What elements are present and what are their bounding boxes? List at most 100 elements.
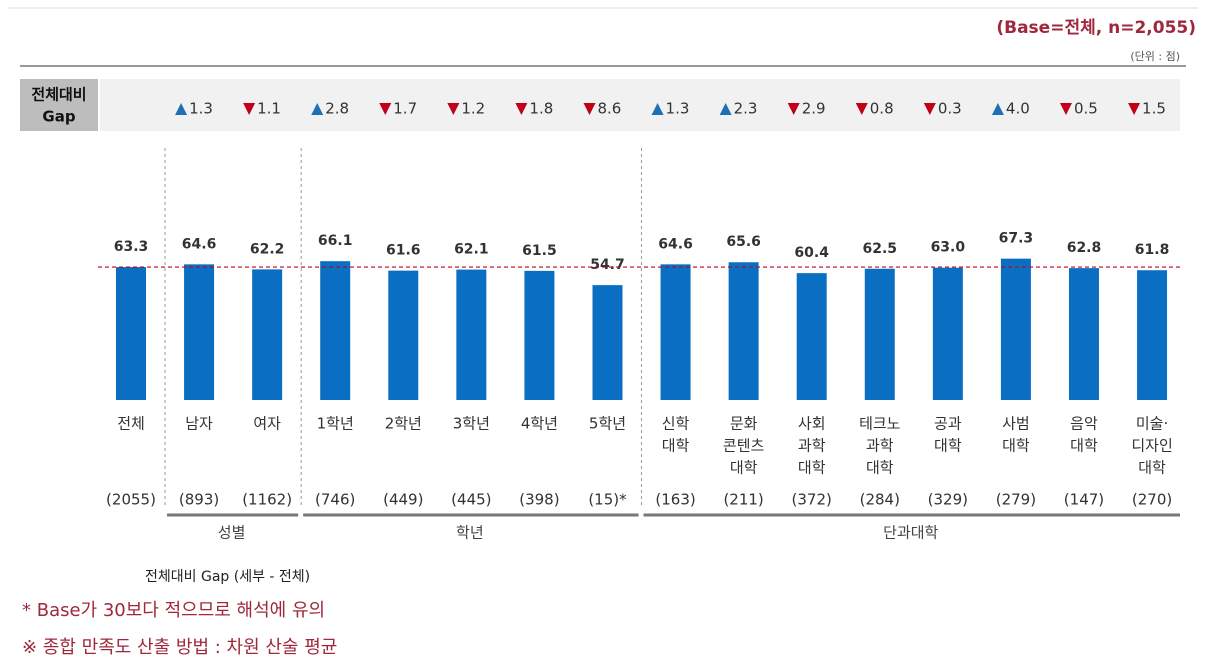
- gap-up-arrow: [651, 103, 664, 115]
- value-label: 67.3: [999, 231, 1034, 247]
- n-label: (893): [179, 491, 219, 509]
- x-tick-label: 대학: [1002, 437, 1030, 455]
- value-label: 61.8: [1135, 242, 1170, 258]
- gap-down-arrow: [583, 103, 596, 115]
- group-label: 성별: [218, 524, 246, 542]
- x-tick-label: 4학년: [521, 415, 558, 433]
- x-tick-label: 5학년: [589, 415, 626, 433]
- group-label: 학년: [456, 524, 484, 542]
- bar: [388, 270, 419, 400]
- gap-down-arrow: [1059, 103, 1072, 115]
- n-label: (1162): [242, 491, 292, 509]
- n-label: (2055): [106, 491, 156, 509]
- x-tick-label: 디자인: [1131, 437, 1172, 455]
- gap-label: 0.8: [870, 100, 894, 118]
- gap-down-arrow: [923, 103, 936, 115]
- x-tick-label: 1학년: [317, 415, 354, 433]
- n-label: (211): [723, 491, 763, 509]
- gap-label: 8.6: [597, 100, 621, 118]
- n-label: (746): [315, 491, 355, 509]
- value-label: 66.1: [318, 233, 353, 249]
- x-tick-label: 음악: [1070, 415, 1098, 433]
- value-label: 61.5: [522, 243, 557, 259]
- n-label: (372): [792, 491, 832, 509]
- value-label: 65.6: [726, 234, 761, 250]
- n-label: (147): [1064, 491, 1104, 509]
- gap-label: 0.3: [938, 100, 962, 118]
- bar: [456, 269, 487, 400]
- x-tick-label: 대학: [798, 459, 826, 477]
- value-label: 62.2: [250, 241, 285, 257]
- x-tick-label: 테크노: [859, 415, 901, 433]
- value-label: 54.7: [590, 257, 625, 273]
- bar: [728, 262, 759, 400]
- x-tick-label: 문화: [730, 415, 758, 433]
- gap-down-arrow: [243, 103, 256, 115]
- x-tick-label: 전체: [117, 415, 145, 433]
- bar: [1137, 270, 1168, 400]
- footnote: ※ 종합 만족도 산출 방법 : 차원 산술 평균: [22, 637, 337, 658]
- gap-up-arrow: [311, 103, 324, 115]
- n-label: (279): [996, 491, 1036, 509]
- gap-up-arrow: [991, 103, 1004, 115]
- gap-down-arrow: [379, 103, 392, 115]
- bar: [932, 267, 963, 400]
- group-label: 단과대학: [883, 524, 938, 542]
- value-label: 60.4: [794, 245, 829, 261]
- gap-label: 1.3: [666, 100, 690, 118]
- gap-label: 1.5: [1142, 100, 1166, 118]
- n-label: (270): [1132, 491, 1172, 509]
- value-label: 61.6: [386, 243, 421, 259]
- gap-header: Gap: [42, 108, 75, 126]
- n-label: (15)*: [588, 491, 627, 509]
- x-tick-label: 3학년: [453, 415, 490, 433]
- x-tick-label: 대학: [1070, 437, 1098, 455]
- gap-row: [100, 79, 1180, 131]
- gap-label: 1.7: [393, 100, 417, 118]
- bar: [116, 267, 146, 400]
- gap-label: 1.2: [461, 100, 485, 118]
- unit-label: (단위 : 점): [1130, 50, 1180, 63]
- value-label: 62.8: [1067, 240, 1102, 256]
- bar: [1068, 268, 1099, 400]
- gap-down-arrow: [515, 103, 528, 115]
- gap-down-arrow: [447, 103, 460, 115]
- gap-label: 1.1: [257, 100, 281, 118]
- value-label: 63.0: [931, 240, 966, 256]
- x-tick-label: 사회: [798, 415, 826, 433]
- x-tick-label: 대학: [866, 459, 894, 477]
- bar: [864, 268, 895, 400]
- gap-label: 2.9: [802, 100, 826, 118]
- gap-down-arrow: [855, 103, 868, 115]
- value-label: 62.5: [862, 241, 897, 257]
- bar: [184, 264, 215, 400]
- x-tick-label: 남자: [185, 415, 213, 433]
- gap-label: 2.3: [734, 100, 758, 118]
- x-tick-label: 미술·: [1136, 415, 1168, 433]
- n-label: (398): [519, 491, 559, 509]
- n-label: (329): [928, 491, 968, 509]
- n-label: (445): [451, 491, 491, 509]
- x-tick-label: 사범: [1002, 415, 1030, 433]
- gap-up-arrow: [719, 103, 732, 115]
- x-tick-label: 여자: [253, 415, 281, 433]
- gap-down-arrow: [1128, 103, 1141, 115]
- x-tick-label: 대학: [1138, 459, 1166, 477]
- bar: [320, 261, 351, 400]
- value-label: 62.1: [454, 242, 489, 258]
- value-label: 64.6: [182, 236, 217, 252]
- gap-label: 2.8: [325, 100, 349, 118]
- x-tick-label: 대학: [730, 459, 758, 477]
- bar: [660, 264, 691, 400]
- x-tick-label: 과학: [866, 437, 894, 455]
- bar: [252, 269, 283, 400]
- bar: [524, 270, 555, 400]
- x-tick-label: 2학년: [385, 415, 422, 433]
- x-tick-label: 대학: [934, 437, 962, 455]
- legend-note: 전체대비 Gap (세부 - 전체): [145, 569, 310, 585]
- value-label: 63.3: [114, 239, 149, 255]
- x-tick-label: 콘텐츠: [723, 437, 765, 455]
- gap-up-arrow: [175, 103, 188, 115]
- footnote: * Base가 30보다 적으므로 해석에 유의: [22, 600, 325, 621]
- gap-label: 1.8: [529, 100, 553, 118]
